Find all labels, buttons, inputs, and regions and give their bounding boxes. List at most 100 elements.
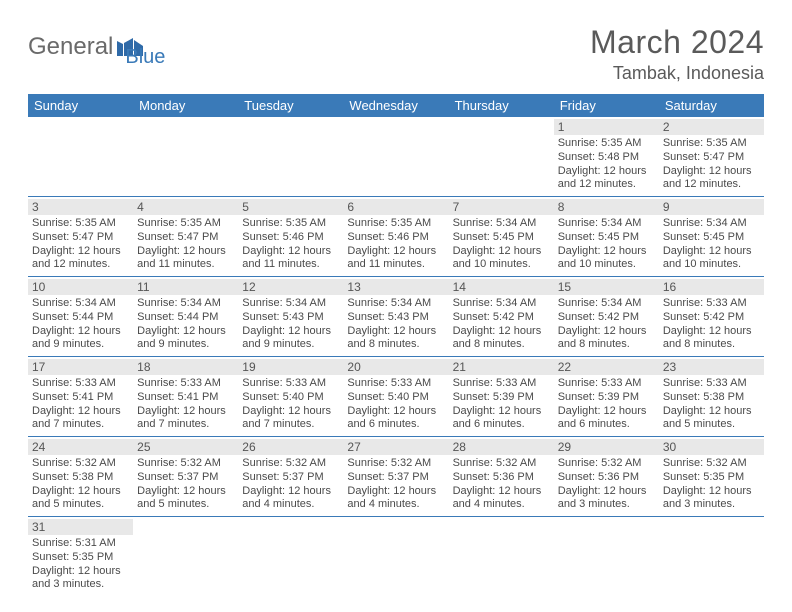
sunset-line: Sunset: 5:35 PM — [32, 551, 129, 565]
day-number: 3 — [28, 199, 133, 215]
sunrise-line: Sunrise: 5:34 AM — [137, 297, 234, 311]
day-number: 15 — [554, 279, 659, 295]
calendar-week: 1Sunrise: 5:35 AMSunset: 5:48 PMDaylight… — [28, 117, 764, 197]
day-number: 22 — [554, 359, 659, 375]
daylight-line: Daylight: 12 hours and 8 minutes. — [347, 325, 444, 353]
calendar-cell: 12Sunrise: 5:34 AMSunset: 5:43 PMDayligh… — [238, 277, 343, 356]
brand-logo: General Blue — [28, 24, 165, 69]
calendar-cell: 1 Sunrise: 5:35 AMSunset: 5:48 PMDaylight… — [554, 117, 659, 196]
calendar-cell: 13Sunrise: 5:34 AMSunset: 5:43 PMDayligh… — [343, 277, 448, 356]
calendar-cell: 8Sunrise: 5:34 AMSunset: 5:45 PMDaylight… — [554, 197, 659, 276]
calendar-cell: 11Sunrise: 5:34 AMSunset: 5:44 PMDayligh… — [133, 277, 238, 356]
day-number: 23 — [659, 359, 764, 375]
weekday-header: Monday — [133, 94, 238, 117]
sunrise-line: Sunrise: 5:31 AM — [32, 537, 129, 551]
calendar-cell: 5Sunrise: 5:35 AMSunset: 5:46 PMDaylight… — [238, 197, 343, 276]
calendar-body: 1Sunrise: 5:35 AMSunset: 5:48 PMDaylight… — [28, 117, 764, 596]
weekday-header: Wednesday — [343, 94, 448, 117]
sunrise-line: Sunrise: 5:34 AM — [32, 297, 129, 311]
brand-text-1: General — [28, 33, 113, 61]
daylight-line: Daylight: 12 hours and 9 minutes. — [242, 325, 339, 353]
calendar-cell — [133, 117, 238, 196]
day-number: 31 — [28, 519, 133, 535]
calendar-cell — [343, 517, 448, 596]
sunrise-line: Sunrise: 5:33 AM — [347, 377, 444, 391]
daylight-line: Daylight: 12 hours and 7 minutes. — [137, 405, 234, 433]
day-number: 5 — [238, 199, 343, 215]
sunrise-line: Sunrise: 5:34 AM — [558, 297, 655, 311]
sunset-line: Sunset: 5:41 PM — [137, 391, 234, 405]
daylight-line: Daylight: 12 hours and 7 minutes. — [242, 405, 339, 433]
sunset-line: Sunset: 5:48 PM — [558, 151, 655, 165]
calendar-cell: 19Sunrise: 5:33 AMSunset: 5:40 PMDayligh… — [238, 357, 343, 436]
calendar-cell: 7Sunrise: 5:34 AMSunset: 5:45 PMDaylight… — [449, 197, 554, 276]
daylight-line: Daylight: 12 hours and 6 minutes. — [453, 405, 550, 433]
day-number: 1 — [554, 119, 659, 135]
sunrise-line: Sunrise: 5:32 AM — [137, 457, 234, 471]
day-number: 28 — [449, 439, 554, 455]
day-number: 19 — [238, 359, 343, 375]
calendar-cell: 2Sunrise: 5:35 AMSunset: 5:47 PMDaylight… — [659, 117, 764, 196]
calendar-cell: 15Sunrise: 5:34 AMSunset: 5:42 PMDayligh… — [554, 277, 659, 356]
calendar-cell — [238, 117, 343, 196]
calendar-week: 3Sunrise: 5:35 AMSunset: 5:47 PMDaylight… — [28, 197, 764, 277]
sunrise-line: Sunrise: 5:35 AM — [558, 137, 655, 151]
sunrise-line: Sunrise: 5:32 AM — [663, 457, 760, 471]
day-number: 6 — [343, 199, 448, 215]
sunset-line: Sunset: 5:35 PM — [663, 471, 760, 485]
sunset-line: Sunset: 5:45 PM — [558, 231, 655, 245]
sunrise-line: Sunrise: 5:32 AM — [242, 457, 339, 471]
day-number: 10 — [28, 279, 133, 295]
sunset-line: Sunset: 5:37 PM — [242, 471, 339, 485]
calendar-cell: 28Sunrise: 5:32 AMSunset: 5:36 PMDayligh… — [449, 437, 554, 516]
daylight-line: Daylight: 12 hours and 11 minutes. — [137, 245, 234, 273]
calendar-cell: 21Sunrise: 5:33 AMSunset: 5:39 PMDayligh… — [449, 357, 554, 436]
sunrise-line: Sunrise: 5:35 AM — [347, 217, 444, 231]
daylight-line: Daylight: 12 hours and 6 minutes. — [347, 405, 444, 433]
day-number: 25 — [133, 439, 238, 455]
weekday-header: Saturday — [659, 94, 764, 117]
daylight-line: Daylight: 12 hours and 12 minutes. — [663, 165, 760, 193]
day-number: 14 — [449, 279, 554, 295]
sunrise-line: Sunrise: 5:34 AM — [242, 297, 339, 311]
sunset-line: Sunset: 5:44 PM — [32, 311, 129, 325]
sunset-line: Sunset: 5:37 PM — [347, 471, 444, 485]
sunset-line: Sunset: 5:42 PM — [558, 311, 655, 325]
daylight-line: Daylight: 12 hours and 5 minutes. — [137, 485, 234, 513]
calendar-cell: 6Sunrise: 5:35 AMSunset: 5:46 PMDaylight… — [343, 197, 448, 276]
sunrise-line: Sunrise: 5:34 AM — [558, 217, 655, 231]
sunset-line: Sunset: 5:36 PM — [558, 471, 655, 485]
calendar-cell: 4Sunrise: 5:35 AMSunset: 5:47 PMDaylight… — [133, 197, 238, 276]
calendar-cell: 10 Sunrise: 5:34 AMSunset: 5:44 PMDayligh… — [28, 277, 133, 356]
sunset-line: Sunset: 5:43 PM — [242, 311, 339, 325]
daylight-line: Daylight: 12 hours and 12 minutes. — [558, 165, 655, 193]
day-number: 16 — [659, 279, 764, 295]
sunset-line: Sunset: 5:44 PM — [137, 311, 234, 325]
day-number: 11 — [133, 279, 238, 295]
daylight-line: Daylight: 12 hours and 9 minutes. — [32, 325, 129, 353]
calendar-cell: 26Sunrise: 5:32 AMSunset: 5:37 PMDayligh… — [238, 437, 343, 516]
sunrise-line: Sunrise: 5:35 AM — [137, 217, 234, 231]
sunrise-line: Sunrise: 5:33 AM — [32, 377, 129, 391]
sunrise-line: Sunrise: 5:33 AM — [663, 297, 760, 311]
day-number: 17 — [28, 359, 133, 375]
daylight-line: Daylight: 12 hours and 8 minutes. — [453, 325, 550, 353]
sunrise-line: Sunrise: 5:33 AM — [663, 377, 760, 391]
calendar-cell: 17Sunrise: 5:33 AMSunset: 5:41 PMDayligh… — [28, 357, 133, 436]
calendar-cell: 27Sunrise: 5:32 AMSunset: 5:37 PMDayligh… — [343, 437, 448, 516]
calendar-week: 24Sunrise: 5:32 AMSunset: 5:38 PMDayligh… — [28, 437, 764, 517]
month-title: March 2024 — [590, 24, 764, 61]
sunset-line: Sunset: 5:47 PM — [137, 231, 234, 245]
day-number: 9 — [659, 199, 764, 215]
calendar-cell: 9Sunrise: 5:34 AMSunset: 5:45 PMDaylight… — [659, 197, 764, 276]
daylight-line: Daylight: 12 hours and 3 minutes. — [32, 565, 129, 593]
day-number: 26 — [238, 439, 343, 455]
daylight-line: Daylight: 12 hours and 12 minutes. — [32, 245, 129, 273]
sunset-line: Sunset: 5:41 PM — [32, 391, 129, 405]
calendar-cell — [238, 517, 343, 596]
sunset-line: Sunset: 5:42 PM — [453, 311, 550, 325]
weekday-header: Tuesday — [238, 94, 343, 117]
sunrise-line: Sunrise: 5:32 AM — [347, 457, 444, 471]
daylight-line: Daylight: 12 hours and 11 minutes. — [347, 245, 444, 273]
calendar-cell: 23Sunrise: 5:33 AMSunset: 5:38 PMDayligh… — [659, 357, 764, 436]
